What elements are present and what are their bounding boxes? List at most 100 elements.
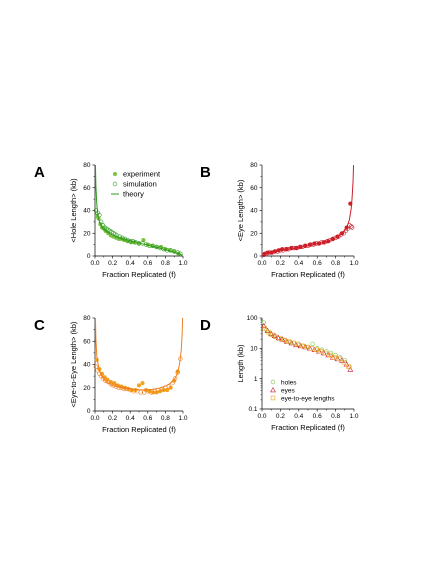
x-tick-label: 0.8 — [331, 260, 340, 267]
x-tick-label: 0.4 — [126, 260, 135, 267]
data-point — [103, 378, 108, 383]
y-tick-label: 60 — [83, 338, 91, 345]
data-point — [304, 344, 310, 350]
data-point — [295, 341, 301, 347]
legend-marker — [112, 181, 118, 187]
panel-d: D 0.0 0.2 0.4 0.6 0.8 1.0 0.1 1 10 100 Fraction Rep… — [200, 315, 359, 432]
x-tick-label: 0.4 — [126, 415, 135, 422]
theory-line — [94, 164, 183, 256]
x-tick-label: 0.8 — [161, 415, 170, 422]
x-tick-label: 0.0 — [90, 260, 99, 267]
legend-label: holes — [281, 380, 297, 387]
y-tick-label: 80 — [83, 315, 91, 322]
panel-letter: B — [200, 164, 211, 181]
legend-label: simulation — [123, 180, 157, 189]
y-axis-label: <Hole Length> (kb) — [69, 178, 78, 243]
series-experiment — [94, 214, 181, 256]
panel-letter: C — [34, 317, 45, 334]
data-point — [136, 383, 142, 388]
x-tick-label: 0.2 — [276, 413, 285, 420]
y-tick-label: 40 — [83, 362, 91, 369]
axes: 0.0 0.2 0.4 0.6 0.8 1.0 0 20 40 60 80 Fraction Repl… — [69, 162, 188, 279]
data-point — [309, 346, 314, 351]
y-tick-label: 0 — [87, 253, 91, 260]
data-point — [318, 349, 324, 354]
data-point — [260, 322, 267, 329]
legend-marker — [270, 395, 276, 401]
y-tick-label: 0 — [254, 253, 258, 260]
data-point — [266, 330, 271, 335]
data-point — [286, 339, 291, 344]
data-point — [172, 376, 178, 381]
panel-b: B 0.0 0.2 0.4 0.6 0.8 1.0 0 20 40 60 80 Fraction Rep… — [200, 162, 359, 279]
data-point — [300, 343, 305, 349]
legend-marker — [270, 379, 276, 385]
y-axis-label: <Eye Length> (kb) — [236, 179, 245, 241]
x-tick-label: 0.2 — [276, 260, 285, 267]
x-tick-label: 0.0 — [90, 415, 99, 422]
data-point — [314, 347, 319, 352]
data-point — [140, 381, 145, 386]
series-theory — [94, 317, 184, 391]
series-holes — [261, 320, 352, 369]
data-point — [330, 236, 336, 242]
panel-letter: A — [34, 164, 45, 181]
data-point — [121, 386, 127, 392]
x-tick-label: 0.2 — [108, 415, 117, 422]
x-tick-label: 1.0 — [349, 260, 358, 267]
y-tick-label: 0 — [87, 408, 91, 415]
data-point — [261, 320, 267, 325]
data-point — [349, 224, 354, 229]
y-tick-label: 20 — [83, 230, 91, 237]
data-point — [277, 336, 282, 341]
x-tick-label: 0.6 — [313, 413, 322, 420]
x-tick-label: 0.4 — [294, 413, 303, 420]
x-tick-label: 0.4 — [294, 260, 303, 267]
legend-marker — [112, 171, 118, 177]
x-axis-label: Fraction Replicated (f) — [271, 423, 345, 432]
panel-letter: D — [200, 317, 211, 334]
data-point — [93, 364, 99, 370]
x-axis-label: Fraction Replicated (f) — [271, 270, 345, 279]
data-point — [262, 326, 267, 331]
y-axis-label: <Eye-to-Eye Length> (kb) — [69, 321, 78, 407]
x-tick-label: 0.8 — [161, 260, 170, 267]
y-tick-label: 20 — [83, 385, 91, 392]
data-point — [319, 347, 324, 352]
y-tick-label: 0.1 — [248, 406, 257, 413]
data-point — [291, 340, 296, 346]
y-tick-label: 80 — [83, 162, 91, 169]
data-point — [349, 225, 355, 230]
data-point — [100, 376, 106, 381]
data-point — [97, 212, 102, 218]
y-tick-label: 40 — [83, 208, 91, 215]
x-tick-label: 0.6 — [143, 415, 152, 422]
x-tick-label: 0.8 — [331, 413, 340, 420]
x-tick-label: 0.0 — [257, 413, 266, 420]
data-point — [323, 350, 328, 356]
y-axis-label: Length (kb) — [236, 344, 245, 382]
y-tick-label: 60 — [250, 185, 258, 192]
series-theory — [261, 164, 355, 256]
y-tick-label: 80 — [250, 162, 258, 169]
legend-label: theory — [123, 190, 144, 199]
data-point — [261, 252, 267, 258]
legend-label: experiment — [123, 170, 161, 179]
theory-line — [94, 317, 184, 391]
x-tick-label: 1.0 — [178, 415, 187, 422]
x-tick-label: 0.2 — [108, 260, 117, 267]
x-tick-label: 0.6 — [143, 260, 152, 267]
data-point — [327, 352, 333, 358]
x-tick-label: 0.6 — [313, 260, 322, 267]
legend-label: eyes — [281, 388, 295, 395]
y-tick-label: 40 — [250, 208, 258, 215]
axes: 0.0 0.2 0.4 0.6 0.8 1.0 0 20 40 60 80 Fraction Repl… — [236, 162, 359, 279]
series-eyes — [260, 322, 354, 372]
data-point — [327, 237, 333, 243]
data-point — [346, 364, 351, 369]
data-point — [336, 234, 341, 239]
data-point — [333, 235, 338, 241]
